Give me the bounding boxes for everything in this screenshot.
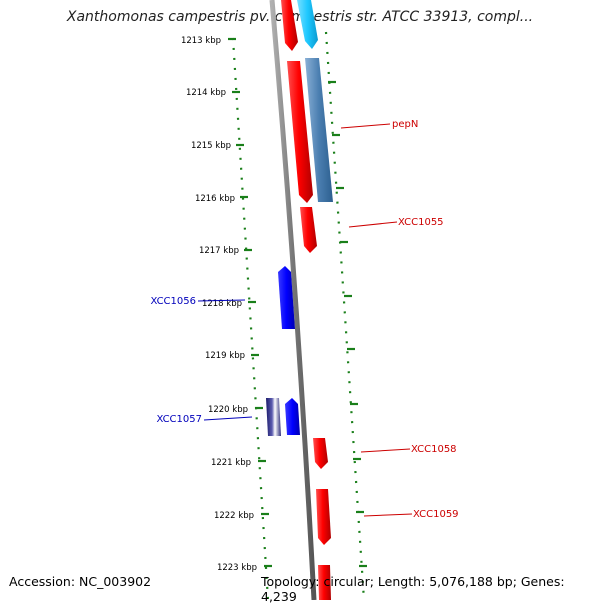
gene-feature-XCC1055[interactable] — [300, 207, 317, 253]
tick-label-1220: 1220 kbp — [208, 405, 248, 415]
gene-label-XCC1057[interactable]: XCC1057 — [156, 414, 202, 425]
gene-feature-steelblue[interactable] — [305, 58, 333, 202]
gene-label-XCC1055[interactable]: XCC1055 — [398, 217, 444, 228]
genome-title: Xanthomonas campestris pv. campestris st… — [66, 9, 534, 25]
gene-feature-XCC1059[interactable] — [316, 489, 331, 545]
tick-label-1218: 1218 kbp — [202, 299, 242, 309]
gene-feature-blue-2[interactable] — [285, 398, 300, 435]
XCC1058-leader — [360, 448, 411, 453]
tick-marks — [228, 37, 367, 568]
XCC1056-leader — [197, 299, 246, 302]
accession-text: Accession: NC_003902 — [9, 574, 152, 589]
XCC1059-leader — [363, 513, 413, 517]
gene-feature-top-red[interactable] — [281, 0, 298, 51]
gene-label-XCC1056[interactable]: XCC1056 — [150, 296, 196, 307]
gene-feature-bottom-red[interactable] — [318, 565, 331, 600]
tick-label-1223: 1223 kbp — [217, 563, 257, 573]
XCC1057-leader — [203, 416, 253, 421]
right-tick-track — [324, 31, 366, 600]
genome-backbone — [269, 0, 317, 600]
gene-label-XCC1059[interactable]: XCC1059 — [413, 509, 459, 520]
tick-label-1221: 1221 kbp — [211, 458, 251, 468]
gene-label-XCC1058[interactable]: XCC1058 — [411, 444, 457, 455]
gene-feature-top-cyan[interactable] — [297, 0, 318, 49]
tick-label-1217: 1217 kbp — [199, 246, 239, 256]
tick-label-1216: 1216 kbp — [195, 194, 235, 204]
XCC1055-leader — [348, 221, 398, 228]
tick-label-1213: 1213 kbp — [181, 36, 221, 46]
gene-feature-XCC1056[interactable] — [278, 266, 295, 329]
left-tick-track — [231, 37, 270, 600]
tick-label-1219: 1219 kbp — [205, 351, 245, 361]
gene-feature-XCC1058[interactable] — [313, 438, 328, 469]
tick-label-1222: 1222 kbp — [214, 511, 254, 521]
tick-label-1214: 1214 kbp — [186, 88, 226, 98]
pepN-leader — [340, 123, 391, 129]
tick-label-1215: 1215 kbp — [191, 141, 231, 151]
gene-feature-pepN[interactable] — [287, 61, 313, 203]
gene-feature-XCC1057[interactable] — [266, 398, 281, 436]
gene-label-pepN[interactable]: pepN — [392, 119, 418, 130]
